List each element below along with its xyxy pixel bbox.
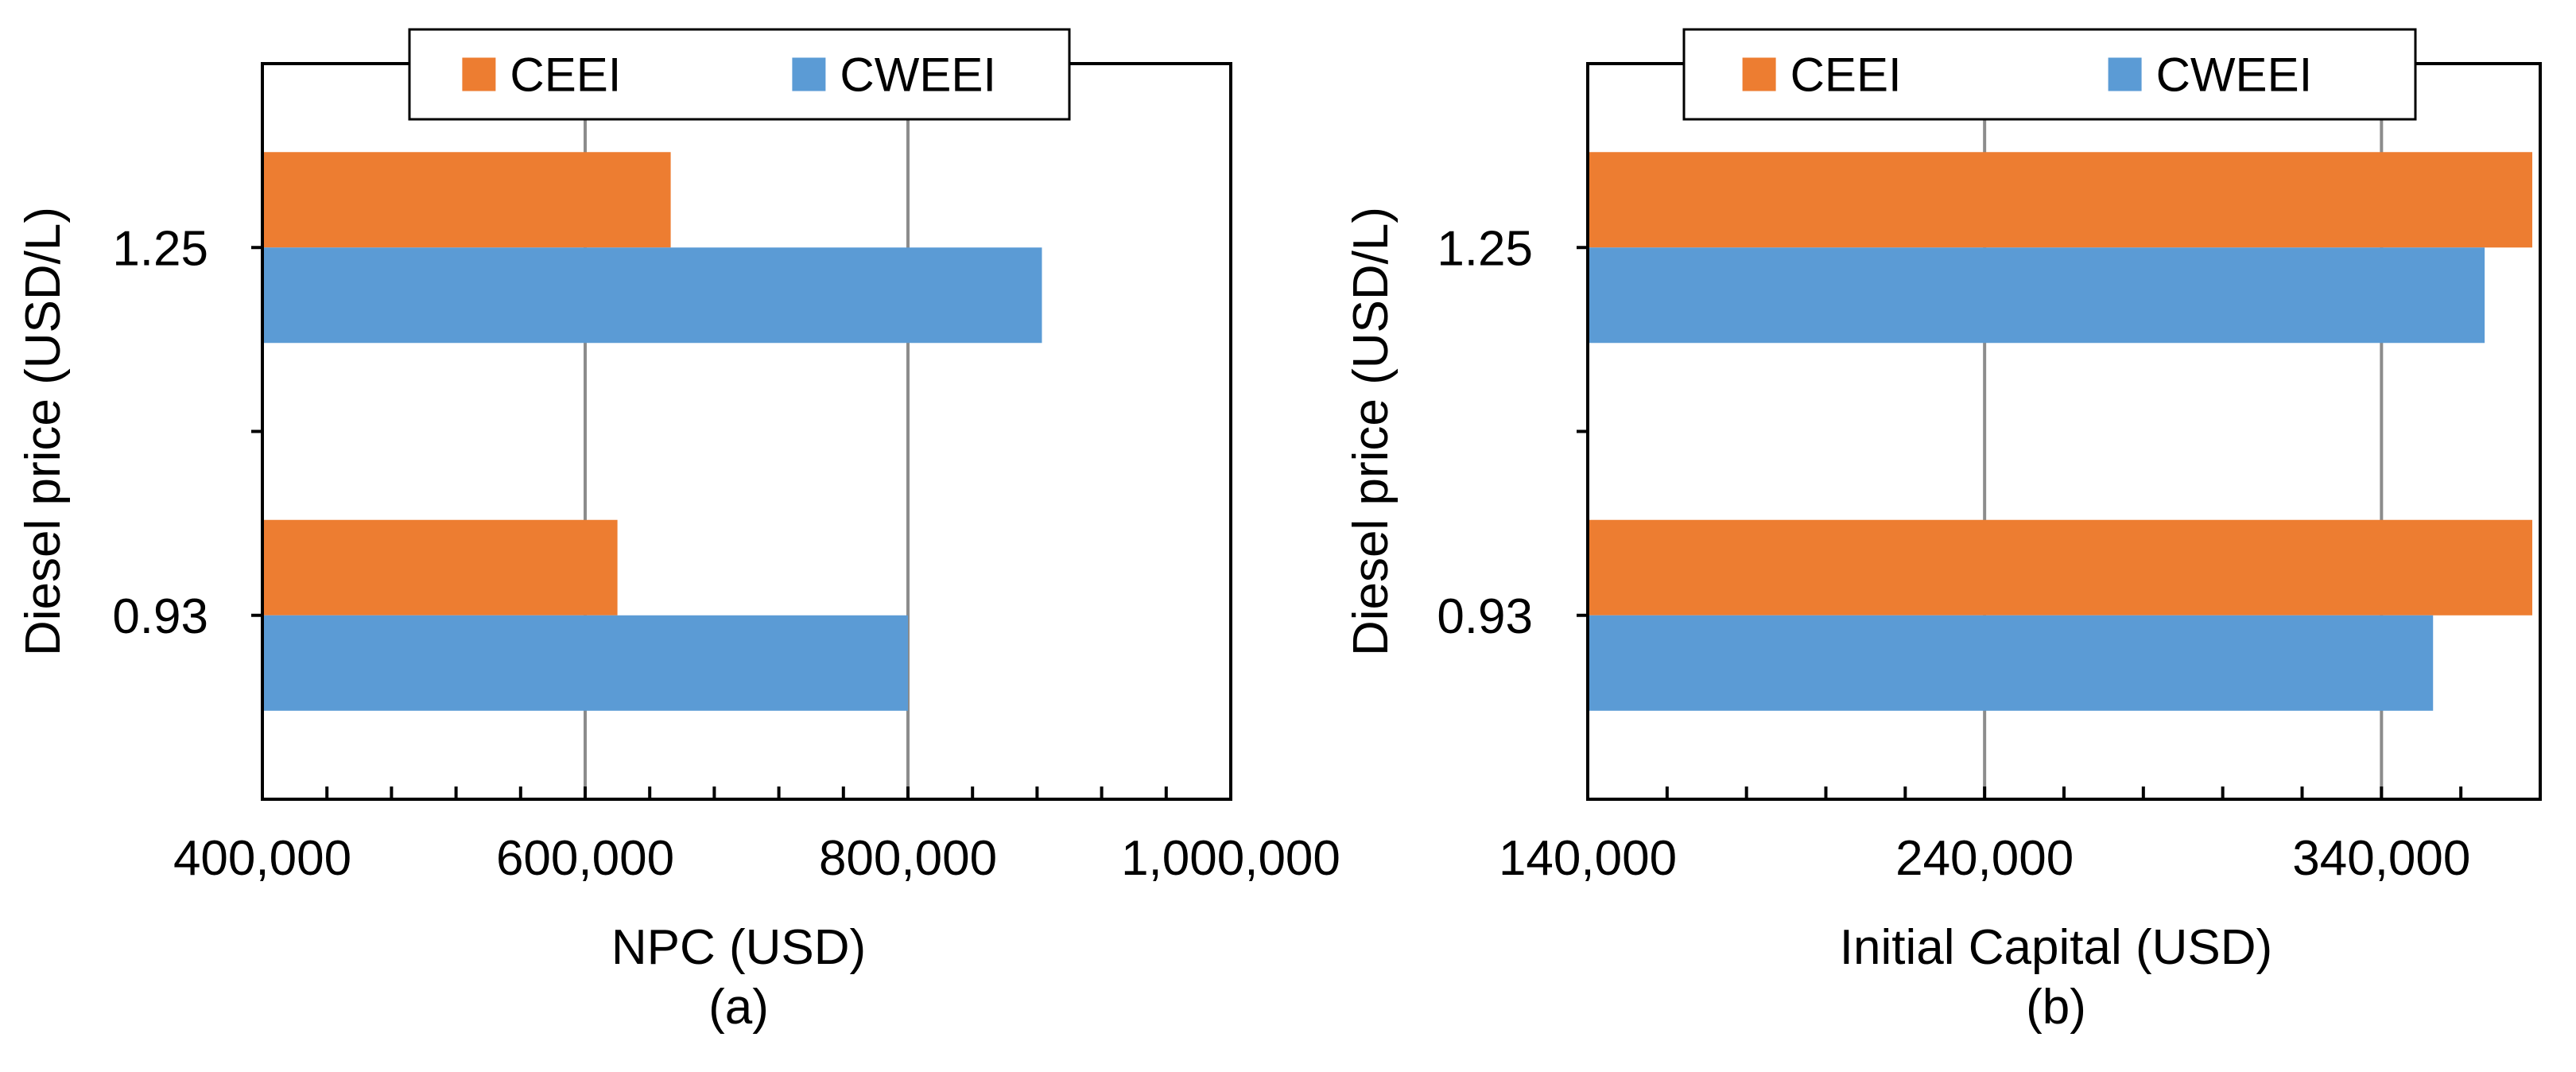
- legend-box: [1682, 28, 2417, 121]
- bar-ceei-0_93: [262, 519, 618, 616]
- legend: CEEI CWEEI: [408, 28, 1071, 121]
- x-axis-title: Initial Capital (USD): [1840, 920, 2272, 975]
- x-tick-label: 600,000: [496, 831, 674, 886]
- panel-label: (b): [2026, 980, 2086, 1035]
- y-tick-label: 0.93: [1437, 589, 1533, 644]
- bar-ceei-1_25: [262, 152, 671, 248]
- bar-cweei-1_25: [1588, 247, 2485, 344]
- legend: CEEI CWEEI: [1682, 28, 2417, 121]
- y-axis-title: Diesel price (USD/L): [16, 207, 71, 656]
- y-tick-label: 1.25: [1437, 221, 1533, 276]
- legend-box: [408, 28, 1071, 121]
- legend-label-cweei: CWEEI: [2156, 49, 2313, 102]
- panel-label: (a): [708, 980, 769, 1035]
- legend-swatch-ceei: [1742, 57, 1776, 91]
- chart-panel-b: 0.93 1.25 140,000 240,000 340,000 Initial Cap…: [1344, 28, 2542, 1035]
- bar-ceei-1_25: [1588, 152, 2533, 248]
- legend-label-cweei: CWEEI: [840, 49, 996, 102]
- legend-swatch-cweei: [792, 57, 826, 91]
- legend-swatch-ceei: [462, 57, 496, 91]
- x-tick-label: 800,000: [819, 831, 997, 886]
- y-tick-label: 0.93: [112, 589, 208, 644]
- x-tick-label: 400,000: [173, 831, 351, 886]
- chart-panel-a: 0.93 1.25 400,000 600,000 800,000 1,000,000 NP…: [16, 28, 1340, 1035]
- y-tick-label: 1.25: [112, 221, 208, 276]
- x-tick-label: 1,000,000: [1121, 831, 1340, 886]
- x-axis-title: NPC (USD): [611, 920, 866, 975]
- x-tick-label: 340,000: [2292, 831, 2470, 886]
- bar-cweei-1_25: [262, 247, 1042, 344]
- x-tick-label: 240,000: [1895, 831, 2074, 886]
- x-tick-label: 140,000: [1499, 831, 1677, 886]
- bar-cweei-0_93: [262, 615, 908, 711]
- bar-ceei-0_93: [1588, 519, 2533, 616]
- legend-label-ceei: CEEI: [510, 49, 621, 102]
- legend-swatch-cweei: [2108, 57, 2142, 91]
- y-axis-title: Diesel price (USD/L): [1344, 207, 1399, 656]
- bar-cweei-0_93: [1588, 615, 2434, 711]
- legend-label-ceei: CEEI: [1790, 49, 1902, 102]
